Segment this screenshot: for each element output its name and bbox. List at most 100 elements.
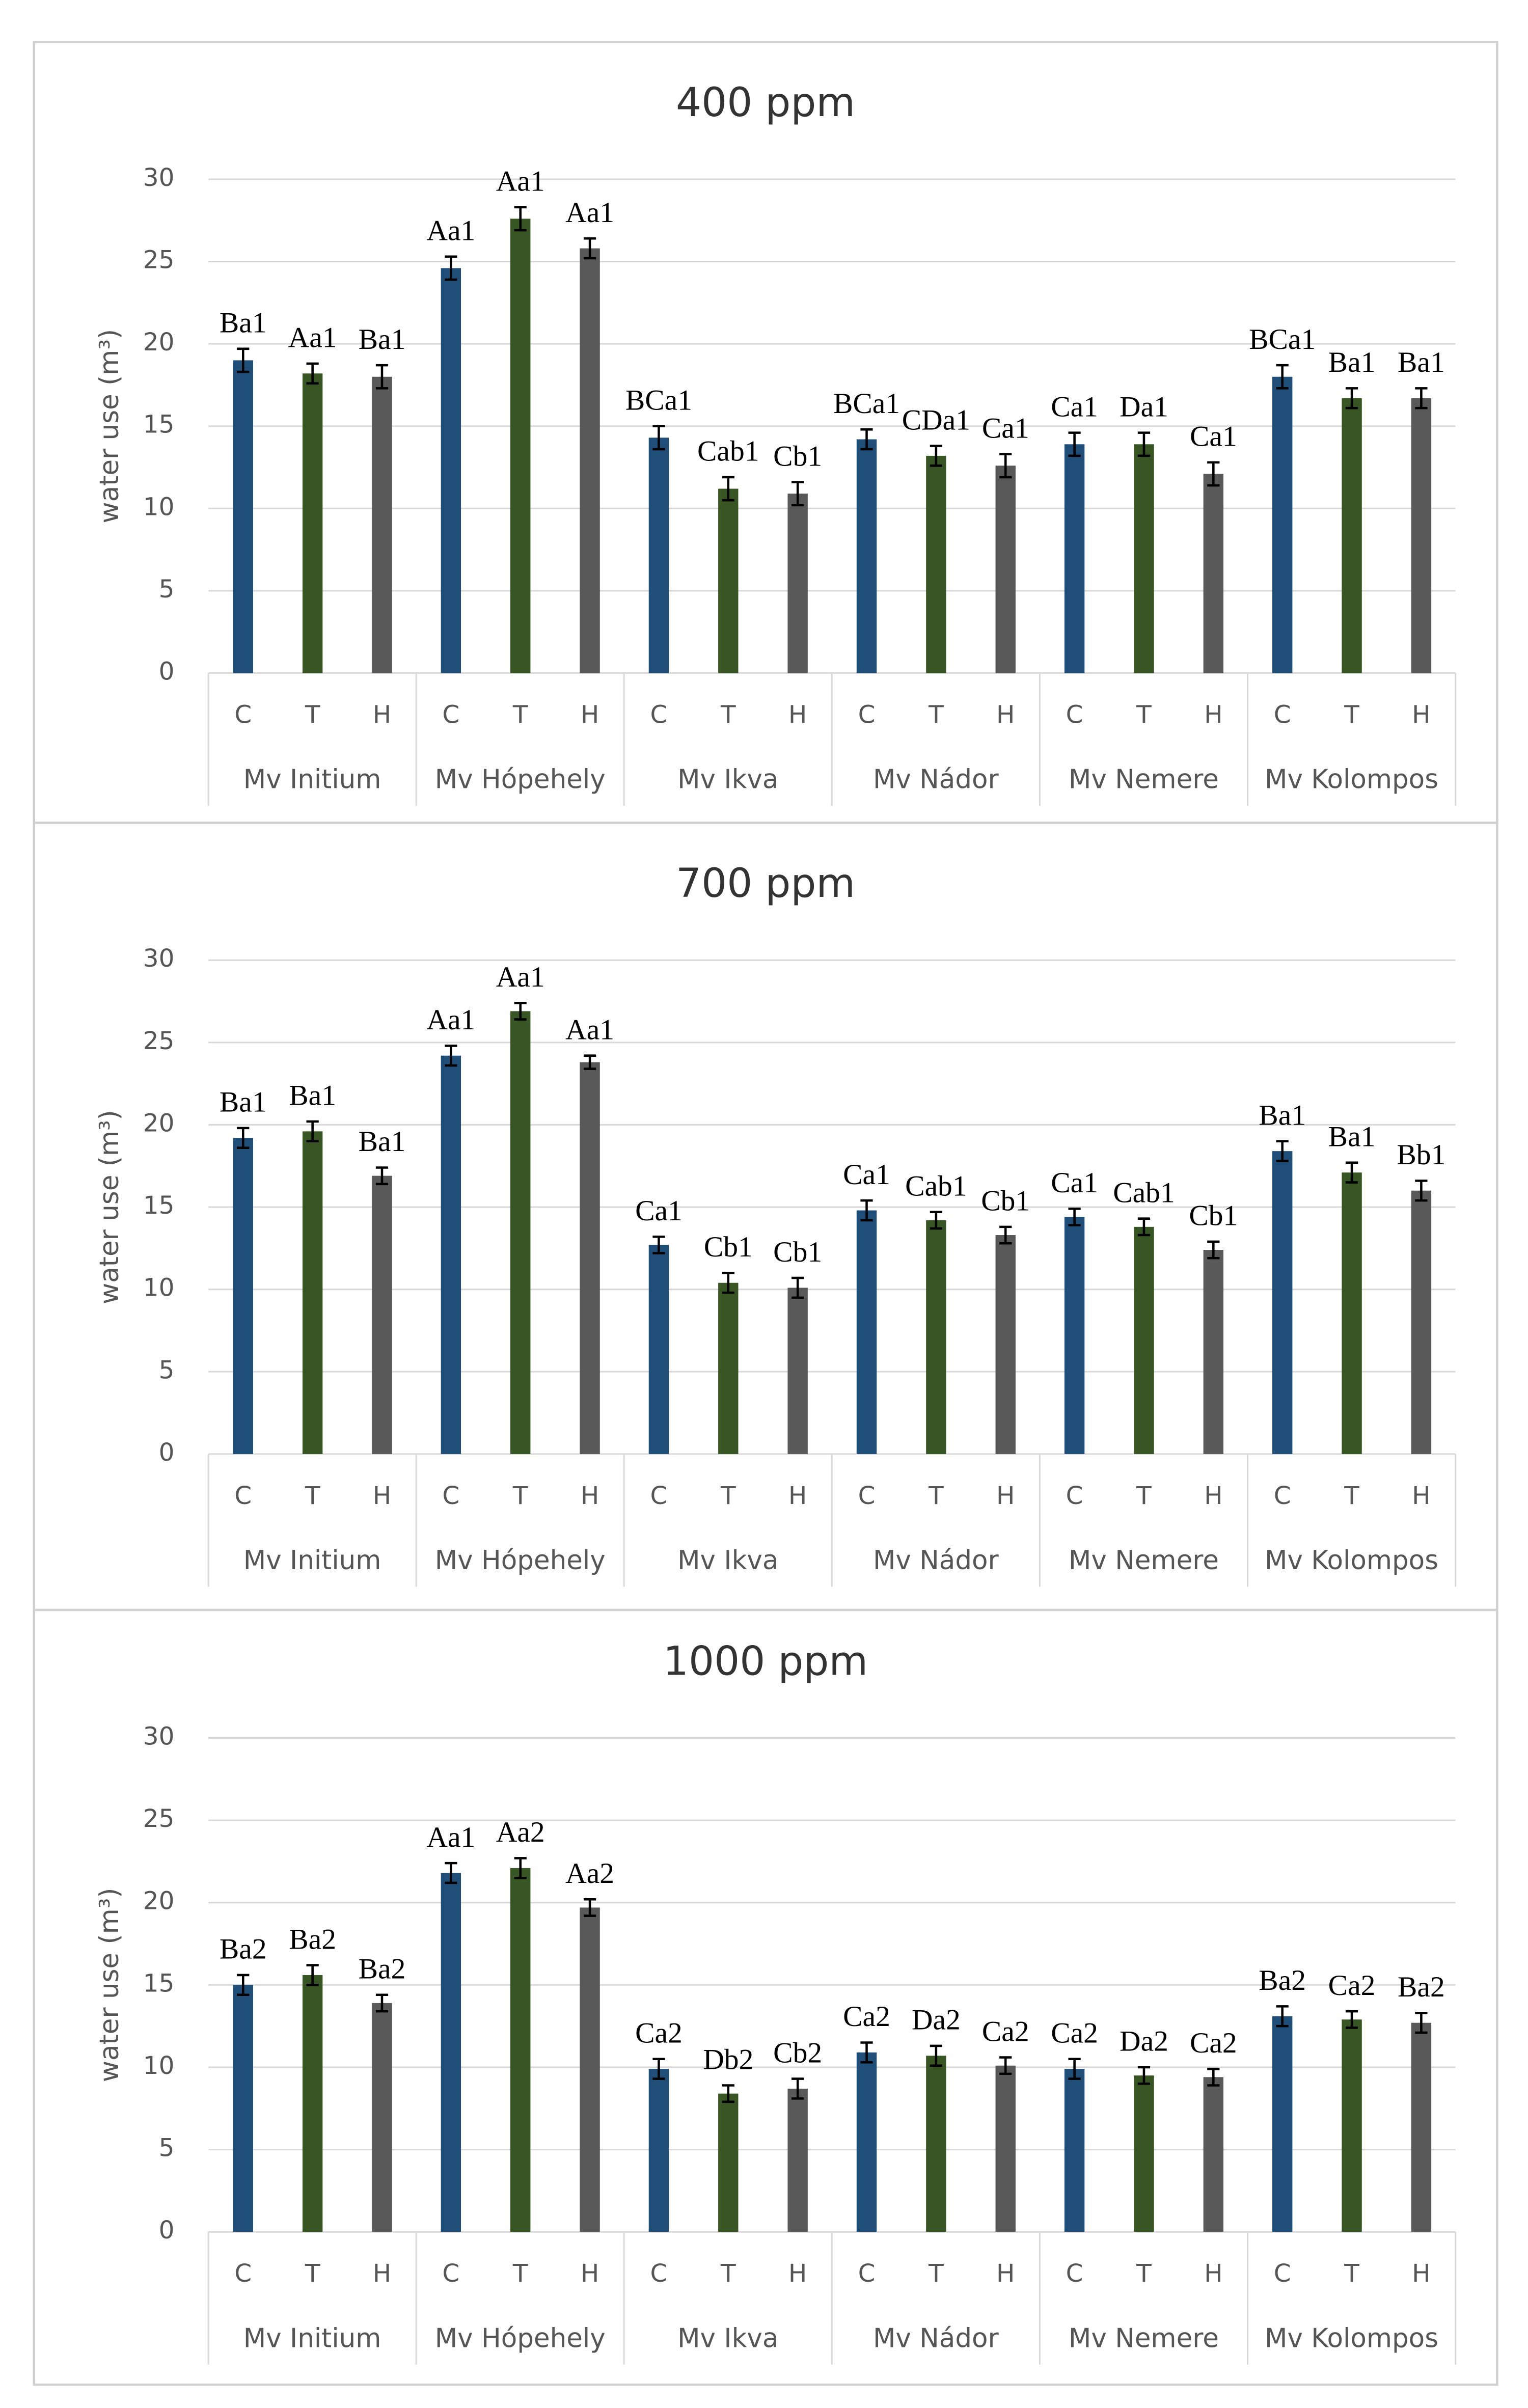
x-tick-label: H	[581, 2259, 599, 2288]
bar	[856, 439, 877, 673]
bar	[787, 1288, 808, 1454]
x-tick-label: H	[1412, 2259, 1430, 2288]
outer-border	[33, 40, 1498, 2386]
bar	[995, 466, 1016, 673]
x-tick-label: H	[788, 1482, 807, 1510]
bar	[648, 1245, 669, 1454]
x-group-label: Mv Hópehely	[435, 1545, 606, 1576]
y-tick-label: 25	[143, 1804, 175, 1833]
x-tick-label: T	[720, 1482, 736, 1510]
x-tick-label: T	[928, 700, 944, 729]
significance-letter: Cb1	[773, 1236, 822, 1268]
x-tick-label: C	[858, 700, 876, 729]
bar	[1203, 2077, 1224, 2232]
significance-letter: Aa1	[496, 166, 545, 198]
bar	[1411, 398, 1432, 673]
significance-letter: Ca2	[1051, 2017, 1098, 2049]
bar	[233, 1985, 253, 2232]
x-tick-label: T	[720, 700, 736, 729]
x-group-label: Mv Hópehely	[435, 2323, 606, 2354]
significance-letter: Cb2	[773, 2037, 822, 2069]
x-tick-label: T	[512, 700, 528, 729]
x-tick-label: H	[996, 1482, 1015, 1510]
x-tick-label: T	[305, 1482, 320, 1510]
significance-letter: Ca2	[982, 2015, 1029, 2047]
y-tick-label: 5	[159, 1356, 175, 1384]
x-group-label: Mv Nemere	[1069, 2323, 1219, 2354]
x-tick-label: C	[858, 1482, 876, 1510]
x-tick-label: H	[373, 2259, 391, 2288]
significance-letter: Cb1	[1189, 1200, 1238, 1232]
x-group-label: Mv Hópehely	[435, 764, 606, 795]
bar	[1203, 474, 1224, 673]
bar	[580, 1907, 600, 2232]
x-tick-label: C	[1274, 1482, 1291, 1510]
bar	[441, 1055, 461, 1454]
x-group-label: Mv Nádor	[873, 2323, 999, 2354]
x-tick-label: C	[234, 700, 252, 729]
y-tick-label: 15	[143, 411, 175, 439]
x-tick-label: C	[234, 2259, 252, 2288]
x-tick-label: H	[581, 700, 599, 729]
x-tick-label: C	[1066, 700, 1083, 729]
x-tick-label: H	[996, 2259, 1015, 2288]
x-tick-label: H	[1412, 700, 1430, 729]
bar	[302, 373, 323, 673]
bar	[718, 488, 739, 673]
significance-letter: Ba2	[220, 1933, 267, 1965]
x-tick-label: T	[928, 1482, 944, 1510]
x-tick-label: T	[305, 2259, 320, 2288]
x-group-label: Mv Kolompos	[1265, 2323, 1438, 2354]
x-group-label: Mv Initium	[243, 1545, 381, 1576]
x-tick-label: C	[650, 1482, 668, 1510]
bar	[372, 1175, 392, 1454]
y-tick-label: 10	[143, 2051, 175, 2080]
significance-letter: Ca1	[843, 1159, 890, 1191]
bar	[1342, 1172, 1362, 1454]
x-tick-label: T	[512, 1482, 528, 1510]
significance-letter: Cab1	[1113, 1176, 1175, 1209]
y-tick-label: 20	[143, 328, 175, 357]
significance-letter: Ba1	[289, 1080, 336, 1112]
significance-letter: Ca1	[1190, 421, 1237, 453]
bar	[926, 455, 946, 673]
significance-letter: Ca1	[982, 412, 1029, 444]
bar	[441, 268, 461, 673]
x-group-label: Mv Ikva	[677, 2323, 778, 2354]
significance-letter: Ba1	[1259, 1100, 1306, 1132]
x-group-label: Mv Ikva	[677, 764, 778, 795]
y-tick-label: 5	[159, 2134, 175, 2163]
bar	[1411, 2022, 1432, 2232]
significance-letter: Da1	[1120, 391, 1168, 423]
x-group-label: Mv Initium	[243, 2323, 381, 2354]
significance-letter: BCa1	[1249, 323, 1316, 355]
bar	[1064, 2069, 1085, 2232]
y-axis-label: water use (m³)	[94, 1888, 125, 2083]
x-tick-label: H	[1412, 1482, 1430, 1510]
significance-letter: Aa1	[288, 322, 337, 354]
bar	[1203, 1250, 1224, 1454]
bar	[787, 494, 808, 673]
bar	[648, 2069, 669, 2232]
x-tick-label: C	[1066, 1482, 1083, 1510]
x-tick-label: T	[1136, 2259, 1152, 2288]
x-tick-label: H	[1204, 1482, 1222, 1510]
significance-letter: Ba1	[1328, 346, 1376, 378]
significance-letter: Aa1	[426, 1821, 475, 1853]
bar	[718, 2093, 739, 2232]
bar	[1272, 376, 1293, 673]
x-tick-label: T	[1344, 2259, 1359, 2288]
bar	[580, 248, 600, 673]
x-tick-label: C	[442, 700, 459, 729]
bar	[856, 1210, 877, 1454]
x-tick-label: H	[1204, 700, 1222, 729]
x-tick-label: C	[650, 700, 668, 729]
bar	[1342, 2019, 1362, 2232]
bar	[1134, 1226, 1154, 1454]
x-tick-label: T	[1344, 1482, 1359, 1510]
bar	[648, 437, 669, 673]
significance-letter: BCa1	[833, 388, 900, 420]
x-tick-label: H	[373, 700, 391, 729]
